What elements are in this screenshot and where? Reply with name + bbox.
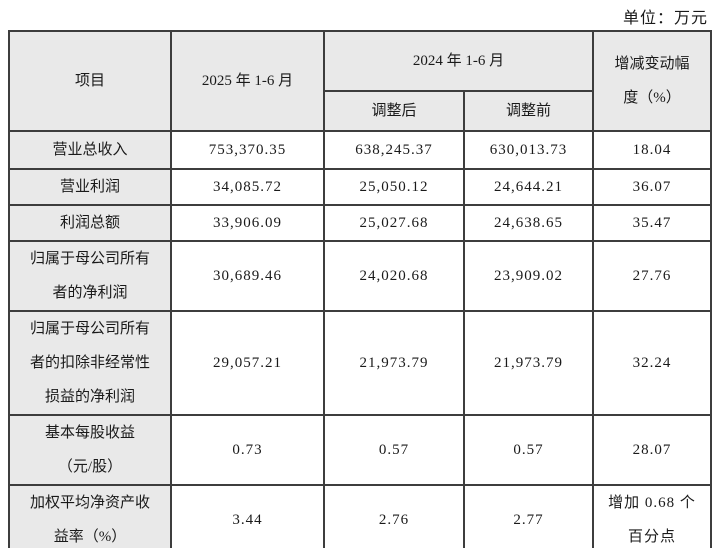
value-2025: 34,085.72 xyxy=(170,168,325,206)
value-adjusted: 0.57 xyxy=(323,414,465,486)
row-label: 归属于母公司所有 者的扣除非经常性 损益的净利润 xyxy=(8,310,172,416)
table-row: 营业总收入 753,370.35 638,245.37 630,013.73 1… xyxy=(8,130,712,170)
value-2025: 3.44 xyxy=(170,484,325,548)
row-label: 基本每股收益 （元/股） xyxy=(8,414,172,486)
table-row: 归属于母公司所有 者的净利润 30,689.46 24,020.68 23,90… xyxy=(8,240,712,312)
value-before: 21,973.79 xyxy=(463,310,594,416)
table-row: 基本每股收益 （元/股） 0.73 0.57 0.57 28.07 xyxy=(8,414,712,486)
header-2025: 2025 年 1-6 月 xyxy=(170,30,325,132)
header-adjusted: 调整后 xyxy=(323,90,465,132)
table-row: 营业利润 34,085.72 25,050.12 24,644.21 36.07 xyxy=(8,168,712,206)
value-2025: 0.73 xyxy=(170,414,325,486)
value-adjusted: 25,027.68 xyxy=(323,204,465,242)
value-before: 0.57 xyxy=(463,414,594,486)
value-2025: 753,370.35 xyxy=(170,130,325,170)
value-change: 36.07 xyxy=(592,168,712,206)
row-label: 加权平均净资产收 益率（%） xyxy=(8,484,172,548)
value-before: 23,909.02 xyxy=(463,240,594,312)
value-change: 18.04 xyxy=(592,130,712,170)
table-row: 归属于母公司所有 者的扣除非经常性 损益的净利润 29,057.21 21,97… xyxy=(8,310,712,416)
header-before: 调整前 xyxy=(463,90,594,132)
value-adjusted: 2.76 xyxy=(323,484,465,548)
value-adjusted: 638,245.37 xyxy=(323,130,465,170)
header-change: 增减变动幅 度（%） xyxy=(592,30,712,132)
header-row-1: 项目 2025 年 1-6 月 2024 年 1-6 月 增减变动幅 度（%） xyxy=(8,30,712,132)
value-before: 2.77 xyxy=(463,484,594,548)
header-item: 项目 xyxy=(8,30,172,132)
unit-label: 单位：万元 xyxy=(622,10,708,27)
value-change: 28.07 xyxy=(592,414,712,486)
financial-summary-table: 项目 2025 年 1-6 月 2024 年 1-6 月 增减变动幅 度（%） … xyxy=(8,30,712,548)
value-change: 27.76 xyxy=(592,240,712,312)
row-label: 营业总收入 xyxy=(8,130,172,170)
value-change: 32.24 xyxy=(592,310,712,416)
value-2025: 33,906.09 xyxy=(170,204,325,242)
value-before: 24,638.65 xyxy=(463,204,594,242)
row-label: 营业利润 xyxy=(8,168,172,206)
value-2025: 30,689.46 xyxy=(170,240,325,312)
value-change: 增加 0.68 个 百分点 xyxy=(592,484,712,548)
header-2024: 2024 年 1-6 月 xyxy=(323,30,594,92)
value-change: 35.47 xyxy=(592,204,712,242)
table-row: 利润总额 33,906.09 25,027.68 24,638.65 35.47 xyxy=(8,204,712,242)
row-label: 利润总额 xyxy=(8,204,172,242)
value-adjusted: 24,020.68 xyxy=(323,240,465,312)
value-adjusted: 25,050.12 xyxy=(323,168,465,206)
value-adjusted: 21,973.79 xyxy=(323,310,465,416)
table-row: 加权平均净资产收 益率（%） 3.44 2.76 2.77 增加 0.68 个 … xyxy=(8,484,712,548)
value-2025: 29,057.21 xyxy=(170,310,325,416)
row-label: 归属于母公司所有 者的净利润 xyxy=(8,240,172,312)
header-row-2: 调整后 调整前 xyxy=(9,90,711,132)
value-before: 630,013.73 xyxy=(463,130,594,170)
value-before: 24,644.21 xyxy=(463,168,594,206)
